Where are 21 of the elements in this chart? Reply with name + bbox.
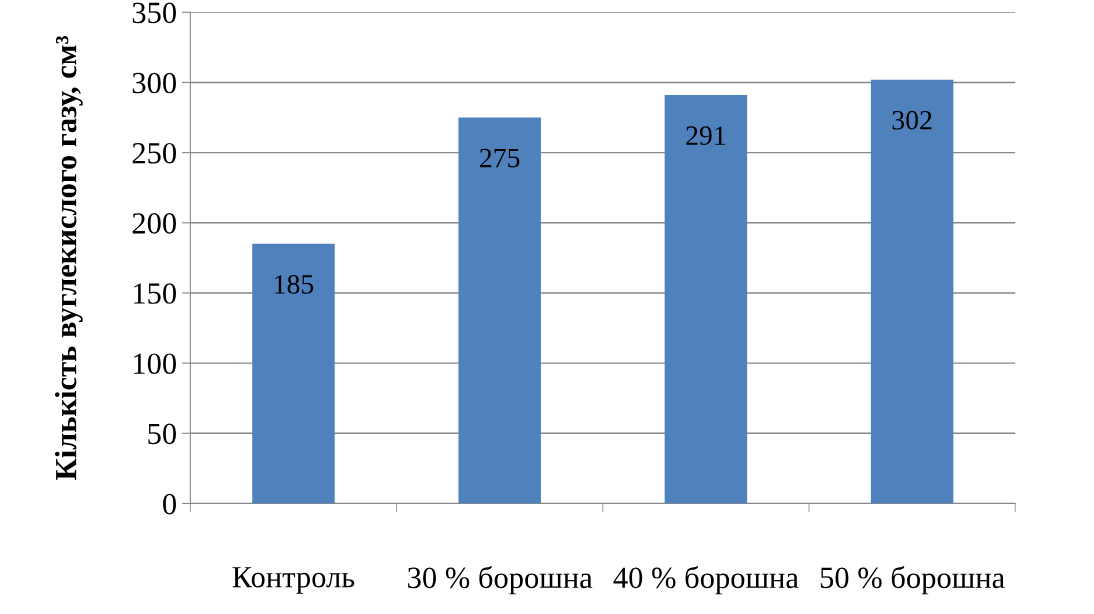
x-tick-label: Контроль bbox=[232, 567, 355, 594]
y-tick-label: 150 bbox=[134, 283, 176, 304]
y-tick-label: 200 bbox=[132, 213, 176, 234]
bar bbox=[252, 243, 335, 504]
bar bbox=[664, 95, 748, 504]
y-tick-label: 350 bbox=[132, 2, 176, 24]
bar bbox=[458, 117, 541, 504]
y-tick-label: 100 bbox=[134, 353, 176, 375]
data-label: 275 bbox=[480, 148, 520, 168]
y-tick-label: 250 bbox=[132, 142, 176, 164]
y-tick-label: 0 bbox=[163, 493, 176, 515]
data-label: 185 bbox=[275, 275, 314, 294]
y-tick-label: 300 bbox=[132, 72, 176, 94]
x-tick-label: 30 % борошна bbox=[408, 565, 593, 595]
data-label: 291 bbox=[686, 126, 726, 145]
y-axis-title: Кількість вуглекислого газу, см³ bbox=[54, 35, 83, 480]
data-label: 302 bbox=[892, 110, 932, 130]
x-tick-label: 40 % борошна bbox=[613, 565, 799, 595]
bar bbox=[870, 79, 954, 504]
y-tick-label: 50 bbox=[148, 423, 176, 445]
x-tick-label: 50 % борошна bbox=[820, 565, 1005, 595]
